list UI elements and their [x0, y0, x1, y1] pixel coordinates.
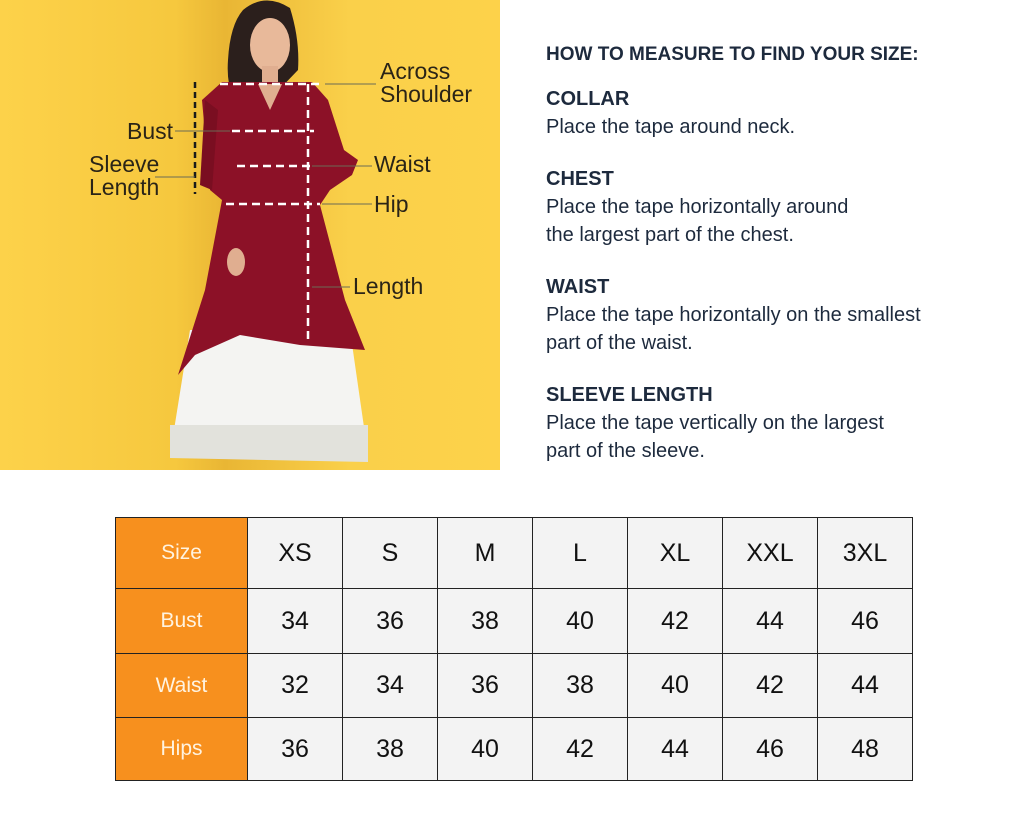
section-text: Place the tape horizontally around the l… — [546, 196, 849, 246]
table-cell: 40 — [627, 653, 723, 718]
table-cell: 36 — [247, 717, 343, 781]
label-bust: Bust — [127, 118, 174, 144]
size-chart-table: Size XS S M L XL XXL 3XL Bust 34 36 38 40 42 44 46 Waist… — [115, 517, 913, 781]
table-cell: 34 — [342, 653, 438, 718]
label-sleeve-length-2: Length — [89, 174, 160, 200]
model-illustration — [0, 0, 500, 470]
table-cell: XXL — [722, 517, 818, 589]
table-cell: 36 — [437, 653, 533, 718]
row-header: Bust — [115, 588, 248, 654]
guide-title: HOW TO MEASURE TO FIND YOUR SIZE: — [546, 44, 919, 65]
table-cell: 44 — [722, 588, 818, 654]
section-text: Place the tape around neck. — [546, 116, 796, 138]
table-cell: 46 — [722, 717, 818, 781]
row-header: Waist — [115, 653, 248, 718]
label-waist: Waist — [374, 151, 431, 177]
table-cell: S — [342, 517, 438, 589]
table-row: Waist 32 34 36 38 40 42 44 — [115, 653, 913, 718]
label-across-shoulder-2: Shoulder — [380, 81, 473, 107]
table-cell: M — [437, 517, 533, 589]
section-sleeve-length: SLEEVE LENGTH Place the tape vertically … — [546, 381, 986, 465]
section-waist: WAIST Place the tape horizontally on the… — [546, 273, 986, 357]
label-across-shoulder: Across — [380, 58, 451, 84]
table-cell: 40 — [437, 717, 533, 781]
table-cell: 44 — [817, 653, 913, 718]
label-sleeve-length: Sleeve — [89, 151, 160, 177]
table-row: Size XS S M L XL XXL 3XL — [115, 517, 913, 589]
table-cell: XL — [627, 517, 723, 589]
section-heading: WAIST — [546, 276, 610, 298]
table-cell: 42 — [532, 717, 628, 781]
table-cell: 46 — [817, 588, 913, 654]
table-cell: 38 — [342, 717, 438, 781]
measurement-diagram: Across Shoulder Bust Sleeve Length Waist… — [0, 0, 500, 470]
table-cell: 34 — [247, 588, 343, 654]
row-header: Hips — [115, 717, 248, 781]
table-cell: XS — [247, 517, 343, 589]
section-text: Place the tape vertically on the largest… — [546, 412, 884, 462]
label-length: Length — [353, 273, 424, 299]
section-collar: COLLAR Place the tape around neck. — [546, 85, 986, 141]
table-cell: 42 — [722, 653, 818, 718]
table-cell: L — [532, 517, 628, 589]
table-cell: 3XL — [817, 517, 913, 589]
table-cell: 42 — [627, 588, 723, 654]
table-cell: 32 — [247, 653, 343, 718]
table-row: Bust 34 36 38 40 42 44 46 — [115, 588, 913, 654]
section-chest: CHEST Place the tape horizontally around… — [546, 165, 986, 249]
table-cell: 40 — [532, 588, 628, 654]
table-cell: 48 — [817, 717, 913, 781]
section-text: Place the tape horizontally on the small… — [546, 304, 921, 354]
table-cell: 38 — [437, 588, 533, 654]
label-hip: Hip — [374, 191, 409, 217]
section-heading: SLEEVE LENGTH — [546, 384, 713, 406]
table-cell: 36 — [342, 588, 438, 654]
table-cell: 38 — [532, 653, 628, 718]
section-heading: CHEST — [546, 168, 614, 190]
table-row: Hips 36 38 40 42 44 46 48 — [115, 717, 913, 781]
row-header: Size — [115, 517, 248, 589]
table-cell: 44 — [627, 717, 723, 781]
section-heading: COLLAR — [546, 88, 630, 110]
